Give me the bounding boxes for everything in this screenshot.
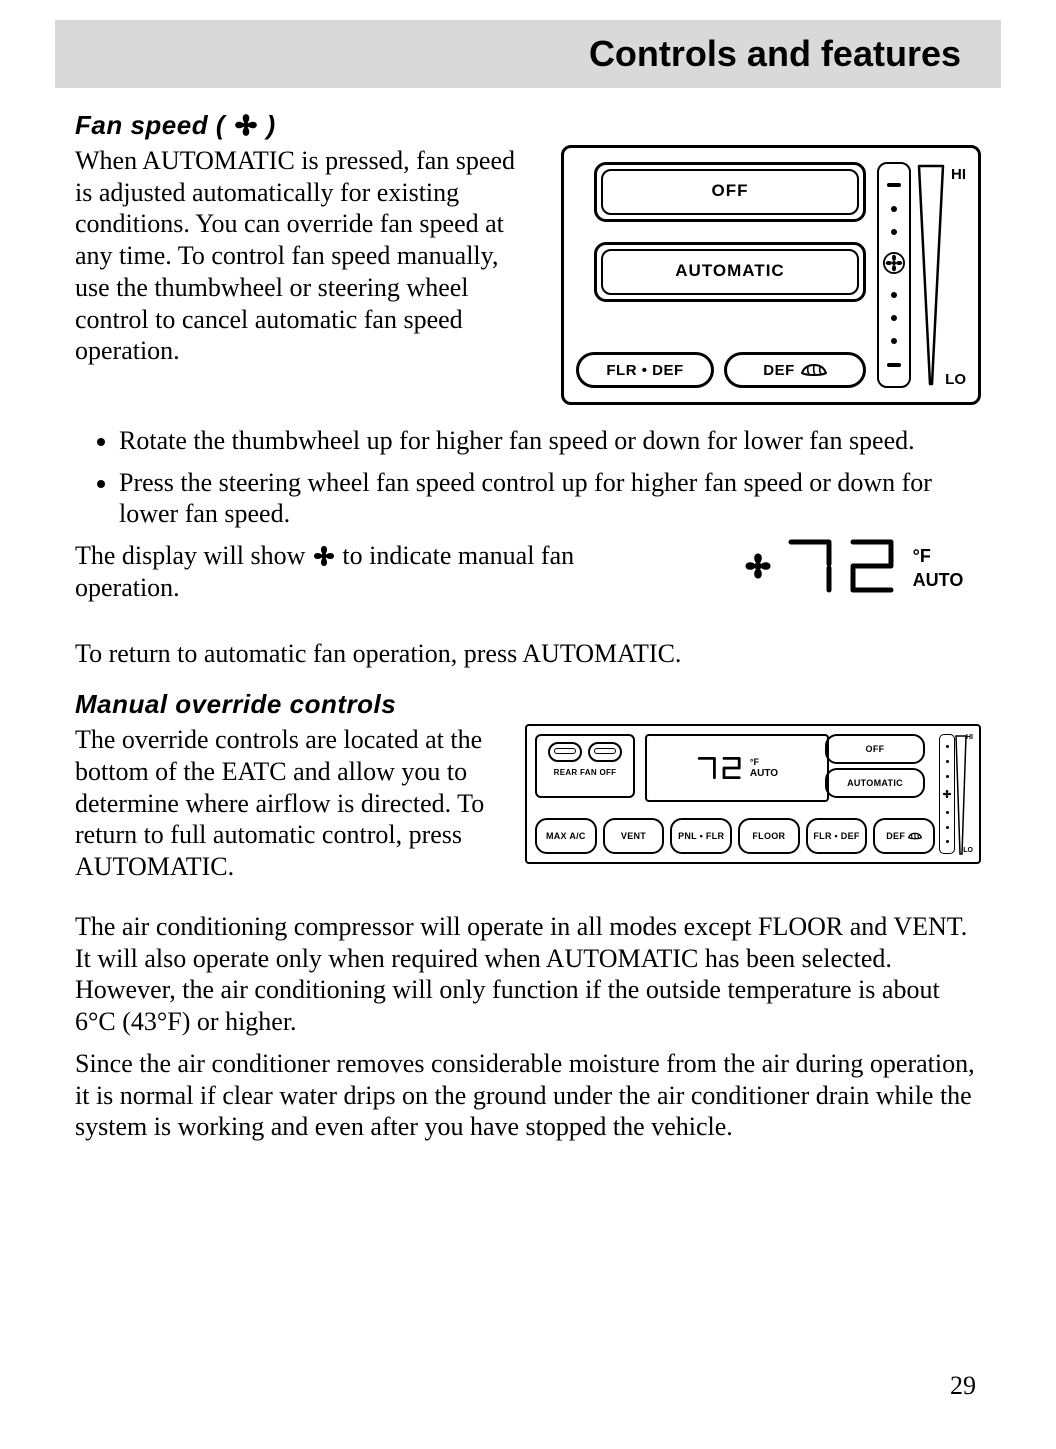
thumbwheel-dot bbox=[891, 229, 897, 235]
section-heading-fan-speed: Fan speed ( ) bbox=[75, 110, 981, 141]
seven-segment-small bbox=[696, 754, 744, 782]
panel-button-def: DEF bbox=[873, 818, 935, 854]
panel-right-buttons: OFF AUTOMATIC bbox=[825, 734, 925, 798]
page-number: 29 bbox=[950, 1371, 976, 1401]
off-button-frame: OFF bbox=[594, 162, 866, 222]
panel-display-unit: °F bbox=[750, 758, 778, 767]
panel-button-maxac: MAX A/C bbox=[535, 818, 597, 854]
rear-knob bbox=[548, 742, 582, 762]
thumbwheel-column: HI LO bbox=[871, 162, 966, 388]
panel-label-hi: HI bbox=[966, 734, 973, 741]
fanspeed-para1: When AUTOMATIC is pressed, fan speed is … bbox=[75, 145, 537, 367]
panel-off-button: OFF bbox=[825, 734, 925, 764]
rear-fan-group: REAR FAN OFF bbox=[535, 734, 635, 798]
thumbwheel-dot bbox=[891, 292, 897, 298]
fanspeed-para2: The display will show to indicate manual… bbox=[75, 540, 665, 603]
display-mode: AUTO bbox=[913, 571, 964, 589]
thumbwheel-fan-icon bbox=[883, 252, 905, 274]
page: Controls and features Fan speed ( ) When… bbox=[0, 0, 1056, 1449]
panel-display: °F AUTO bbox=[645, 734, 829, 802]
rear-knob bbox=[588, 742, 622, 762]
fanspeed-text-col: When AUTOMATIC is pressed, fan speed is … bbox=[75, 145, 537, 377]
thumbwheel-dot bbox=[891, 206, 897, 212]
heading-text-pre: Fan speed ( bbox=[75, 110, 225, 140]
row-display: The display will show to indicate manual… bbox=[75, 540, 981, 613]
list-item: Press the steering wheel fan speed contr… bbox=[119, 467, 981, 530]
off-button: OFF bbox=[601, 169, 859, 215]
thumbwheel-bottom-indicator bbox=[887, 361, 901, 369]
fan-icon bbox=[233, 112, 259, 138]
panel-button-vent: VENT bbox=[603, 818, 665, 854]
display-units: °F AUTO bbox=[913, 547, 964, 589]
display-text-col: The display will show to indicate manual… bbox=[75, 540, 665, 613]
automatic-button-frame: AUTOMATIC bbox=[594, 242, 866, 302]
panel-top-row: REAR FAN OFF °F AUTO OFF bbox=[535, 734, 971, 806]
header-band: Controls and features bbox=[55, 20, 1001, 88]
panel-buttons-group: OFF AUTOMATIC FLR • DEF DEF bbox=[576, 162, 866, 388]
heading-text-post: ) bbox=[266, 110, 275, 140]
thumbwheel-taper-icon bbox=[917, 164, 945, 386]
seven-segment-72 bbox=[783, 536, 903, 596]
control-panel-diagram: OFF AUTOMATIC FLR • DEF DEF bbox=[561, 145, 981, 405]
panel-auto-button: AUTOMATIC bbox=[825, 768, 925, 798]
label-hi: HI bbox=[951, 166, 966, 183]
section-heading-manual-override: Manual override controls bbox=[75, 689, 981, 720]
thumbwheel-top-indicator bbox=[887, 181, 901, 189]
panel-thumbwheel: HI LO bbox=[939, 734, 973, 854]
fan-icon bbox=[312, 544, 336, 568]
panel-display-mode: AUTO bbox=[750, 769, 778, 779]
panel-thumbwheel-taper-icon bbox=[955, 735, 967, 855]
thumbwheel-dots bbox=[877, 162, 911, 388]
display-unit: °F bbox=[913, 547, 964, 565]
header-title: Controls and features bbox=[589, 33, 961, 75]
eatc-diagram: REAR FAN OFF °F AUTO OFF bbox=[525, 724, 981, 864]
panel-button-floor: FLOOR bbox=[738, 818, 800, 854]
para2-pre: The display will show bbox=[75, 541, 312, 570]
row-override: The override controls are located at the… bbox=[75, 724, 981, 893]
panel-button-pnlflr: PNL • FLR bbox=[670, 818, 732, 854]
defrost-icon bbox=[908, 831, 922, 841]
panel-button-flrdef: FLR • DEF bbox=[806, 818, 868, 854]
rear-fan-label: REAR FAN OFF bbox=[537, 768, 633, 777]
fan-icon bbox=[942, 789, 952, 799]
automatic-button: AUTOMATIC bbox=[601, 249, 859, 295]
display-readout: °F AUTO bbox=[725, 536, 981, 596]
row-fanspeed: When AUTOMATIC is pressed, fan speed is … bbox=[75, 145, 981, 405]
list-item: Rotate the thumbwheel up for higher fan … bbox=[119, 425, 981, 457]
override-para3: Since the air conditioner removes consid… bbox=[75, 1048, 981, 1143]
override-para2: The air conditioning compressor will ope… bbox=[75, 911, 981, 1038]
def-button: DEF bbox=[724, 352, 866, 388]
override-para1: The override controls are located at the… bbox=[75, 724, 507, 883]
defrost-icon bbox=[801, 361, 827, 379]
override-text-col: The override controls are located at the… bbox=[75, 724, 507, 893]
fanspeed-bullets: Rotate the thumbwheel up for higher fan … bbox=[75, 425, 981, 530]
thumbwheel-dot bbox=[891, 315, 897, 321]
flr-def-button: FLR • DEF bbox=[576, 352, 714, 388]
panel-bottom-row: MAX A/C VENT PNL • FLR FLOOR FLR • DEF D… bbox=[535, 818, 935, 854]
thumbwheel-dot bbox=[891, 338, 897, 344]
label-lo: LO bbox=[945, 371, 966, 388]
fanspeed-para3: To return to automatic fan operation, pr… bbox=[75, 638, 981, 670]
panel-thumbwheel-dots bbox=[939, 734, 955, 854]
fan-icon bbox=[743, 551, 773, 581]
